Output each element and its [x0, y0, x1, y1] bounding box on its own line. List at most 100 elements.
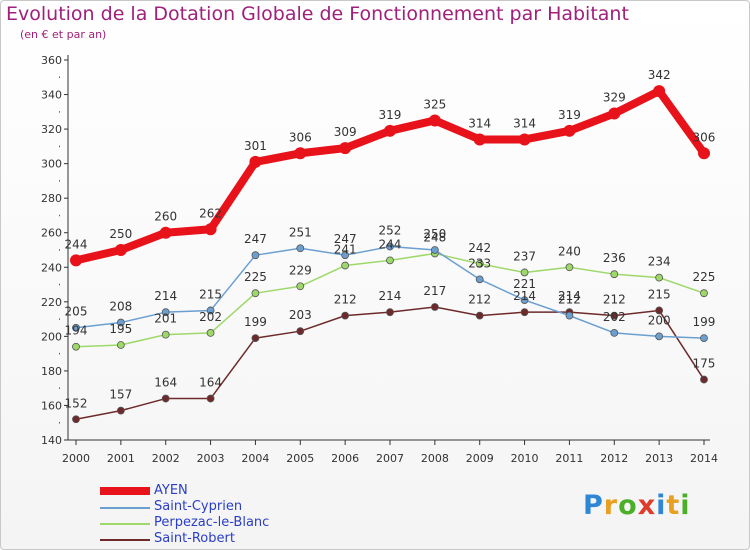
data-label: 306	[289, 130, 312, 144]
data-point	[161, 330, 170, 339]
data-label: 250	[109, 227, 132, 241]
legend-swatch	[100, 539, 150, 541]
data-point	[430, 246, 439, 254]
data-point	[72, 342, 80, 351]
y-tick-label: 240	[41, 261, 62, 274]
data-point	[341, 251, 350, 260]
x-tick-label: 2004	[241, 452, 269, 465]
data-label: 251	[289, 225, 312, 239]
data-label: 301	[244, 139, 267, 153]
data-label: 237	[513, 249, 536, 263]
data-label: 201	[154, 312, 177, 326]
y-tick-label: 280	[41, 192, 62, 205]
logo-letter: r	[603, 490, 619, 521]
logo-letter: i	[656, 490, 667, 521]
x-tick-label: 2008	[421, 452, 449, 465]
data-label: 212	[603, 293, 626, 307]
data-label: 250	[423, 227, 446, 241]
data-point	[473, 133, 486, 146]
data-point	[520, 296, 529, 304]
chart-subtitle: (en € et par an)	[20, 28, 107, 41]
data-point	[161, 308, 170, 317]
legend-label: Perpezac-le-Blanc	[154, 515, 270, 530]
data-point	[251, 251, 260, 260]
data-point	[206, 394, 215, 403]
data-label: 244	[65, 237, 88, 251]
data-label: 233	[468, 256, 491, 270]
data-label: 244	[379, 237, 402, 251]
data-point	[72, 323, 80, 332]
data-label: 214	[379, 289, 402, 303]
data-label: 214	[154, 289, 177, 303]
data-point	[339, 142, 352, 155]
data-label: 202	[199, 310, 222, 324]
data-label: 309	[334, 125, 357, 139]
x-tick-label: 2012	[600, 452, 628, 465]
data-point	[70, 254, 82, 267]
data-label: 240	[558, 244, 581, 258]
y-tick-label: 200	[41, 330, 62, 343]
data-point	[520, 268, 529, 277]
data-label: 236	[603, 251, 626, 265]
data-point	[296, 282, 305, 291]
data-point	[563, 124, 576, 137]
data-point	[251, 289, 260, 298]
data-label: 314	[513, 116, 536, 130]
data-point	[296, 327, 305, 336]
x-tick-label: 2006	[331, 452, 359, 465]
data-point	[206, 306, 215, 315]
y-tick-label: 340	[41, 89, 62, 102]
logo-letter: i	[680, 490, 691, 521]
data-point	[116, 406, 125, 415]
legend-label: Saint-Robert	[154, 531, 235, 546]
data-point	[700, 289, 708, 298]
data-label: 241	[334, 243, 357, 257]
data-point	[655, 332, 664, 341]
data-point	[520, 308, 529, 317]
data-label: 247	[334, 232, 357, 246]
legend-label: AYEN	[154, 483, 188, 498]
data-label: 200	[648, 313, 671, 327]
data-point	[383, 124, 396, 137]
data-point	[565, 263, 574, 272]
data-point	[251, 334, 260, 342]
data-point	[655, 273, 664, 282]
data-label: 212	[558, 293, 581, 307]
x-tick-label: 2010	[511, 452, 539, 465]
data-point	[475, 259, 484, 268]
x-tick-label: 2001	[107, 452, 135, 465]
data-point	[518, 133, 531, 146]
data-point	[608, 107, 621, 120]
x-tick-label: 2013	[645, 452, 673, 465]
data-point	[386, 242, 394, 251]
data-point	[341, 311, 350, 320]
data-label: 157	[109, 388, 132, 402]
data-point	[475, 275, 484, 284]
data-label: 205	[65, 305, 88, 319]
data-label: 203	[289, 308, 312, 322]
data-point	[565, 311, 574, 320]
data-point	[700, 334, 708, 342]
data-point	[116, 318, 125, 327]
data-label: 217	[423, 284, 446, 298]
data-label: 248	[423, 230, 446, 244]
data-point	[430, 303, 439, 311]
y-tick-label: 320	[41, 123, 62, 136]
data-label: 314	[468, 116, 491, 130]
data-point	[206, 329, 215, 337]
y-tick-label: 300	[41, 158, 62, 171]
data-label: 199	[693, 315, 716, 329]
data-point	[116, 341, 125, 349]
data-point	[296, 244, 305, 253]
data-label: 225	[693, 270, 716, 284]
data-label: 242	[468, 241, 491, 255]
y-tick-label: 140	[41, 434, 62, 447]
data-label: 212	[468, 293, 491, 307]
y-tick-label: 180	[41, 365, 62, 378]
data-label: 215	[648, 287, 671, 301]
data-point	[700, 375, 708, 384]
x-tick-label: 2009	[466, 452, 494, 465]
data-point	[294, 147, 307, 160]
data-label: 342	[648, 68, 671, 82]
